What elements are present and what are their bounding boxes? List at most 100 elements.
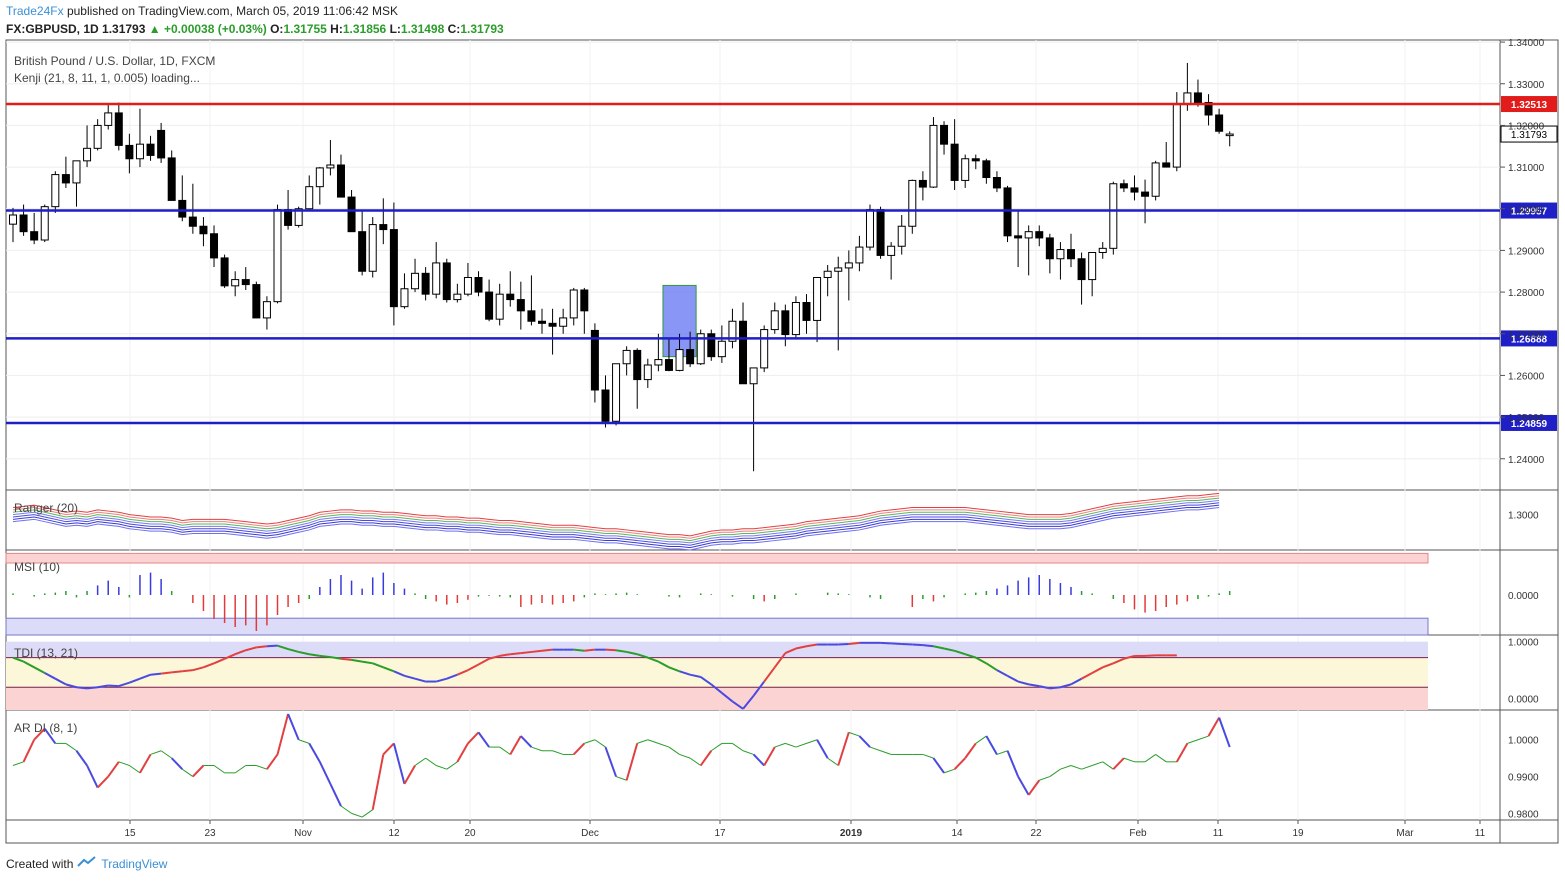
ardi-line-segment	[658, 742, 670, 748]
ardi-line-segment	[922, 753, 934, 759]
candle-body	[717, 340, 726, 358]
level-price-badge	[1501, 330, 1557, 347]
candle-body	[527, 310, 536, 322]
tdi-line-segment	[182, 669, 193, 673]
low-label: L:	[389, 22, 401, 36]
tdi-line-segment	[1102, 662, 1114, 669]
change-value: +0.00038 (+0.03%)	[164, 22, 267, 36]
candle-body	[707, 333, 716, 358]
tdi-line-segment	[1123, 654, 1135, 660]
ardi-line-segment	[150, 750, 162, 755]
candle-body	[210, 233, 219, 259]
ardi-tick-label: 0.9900	[1508, 773, 1539, 784]
candle-body	[1193, 92, 1202, 103]
tdi-line-segment	[848, 641, 860, 645]
ranger-band-line	[12, 497, 1220, 542]
candle-body	[104, 112, 113, 126]
candle-body	[347, 196, 356, 233]
candle-body	[294, 208, 303, 226]
tdi-line-segment	[922, 644, 934, 648]
candle-body	[188, 216, 197, 227]
ardi-line-segment	[594, 739, 606, 748]
price-tick-label: 1.30000	[1508, 205, 1545, 216]
candle-body	[1035, 231, 1044, 239]
ardi-line-segment	[985, 735, 998, 755]
candle-body	[61, 174, 70, 184]
ardi-line-segment	[1027, 779, 1041, 796]
ranger-band-line	[12, 504, 1220, 549]
tdi-lower-zone	[6, 687, 1428, 710]
time-tick-label: Feb	[1129, 828, 1147, 839]
ardi-line-segment	[1070, 765, 1082, 770]
candle-body	[897, 225, 906, 247]
tdi-line-segment	[319, 654, 331, 659]
ardi-line-segment	[996, 750, 1008, 755]
tdi-line-segment	[954, 649, 966, 656]
tdi-line-segment	[361, 660, 373, 665]
candle-body	[315, 167, 324, 188]
ardi-line-segment	[86, 765, 99, 789]
candle-body	[728, 320, 737, 342]
ardi-line-segment	[446, 761, 458, 770]
tdi-line-segment	[1091, 666, 1104, 674]
ardi-line-segment	[1123, 757, 1135, 763]
tdi-line-segment	[668, 666, 680, 673]
candle-body	[421, 272, 430, 295]
candle-body	[9, 214, 17, 225]
ardi-line-segment	[425, 757, 437, 766]
last-price-badge	[1500, 125, 1558, 143]
ardi-title: AR DI (8, 1)	[14, 721, 77, 735]
ardi-line-segment	[371, 754, 385, 810]
time-tick-label: 17	[714, 828, 726, 839]
ardi-line-segment	[351, 812, 363, 818]
ardi-line-segment	[129, 765, 141, 774]
level-price-badge	[1501, 202, 1557, 219]
ardi-line-segment	[837, 732, 850, 766]
candle-body	[516, 299, 525, 312]
candle-body	[432, 262, 441, 295]
ardi-line-segment	[256, 765, 268, 770]
price-tick-label: 1.24000	[1508, 455, 1545, 466]
ardi-line-segment	[689, 757, 701, 766]
candle-body	[463, 277, 472, 295]
tdi-line-segment	[393, 670, 405, 677]
candle-body	[495, 293, 504, 320]
candle-body	[961, 158, 970, 181]
candle-body	[157, 129, 166, 159]
ardi-line-segment	[276, 713, 290, 755]
level-price-label: 1.26888	[1511, 334, 1548, 345]
tdi-line-segment	[975, 656, 987, 665]
ardi-line-segment	[615, 776, 627, 781]
candle-body	[622, 349, 631, 365]
candle-body	[40, 206, 49, 241]
ardi-line-segment	[329, 783, 342, 807]
level-price-badge	[1501, 414, 1557, 431]
ardi-line-segment	[1060, 765, 1072, 770]
candle-body	[823, 270, 832, 278]
ardi-line-segment	[1197, 735, 1209, 741]
time-tick-label: 22	[1030, 828, 1042, 839]
high-value: 1.31856	[342, 22, 387, 36]
ardi-line-segment	[287, 713, 300, 741]
author-link[interactable]: Trade24Fx	[6, 4, 64, 18]
tdi-line-segment	[795, 645, 807, 650]
tdi-line-segment	[689, 673, 701, 678]
candle-body	[802, 302, 811, 321]
tdi-line-segment	[933, 645, 945, 650]
tdi-line-segment	[65, 683, 77, 689]
ardi-line-segment	[1102, 761, 1114, 770]
candle-body	[844, 262, 853, 269]
ardi-line-segment	[361, 809, 374, 818]
tdi-line-segment	[256, 645, 268, 649]
tdi-line-segment	[467, 663, 479, 672]
ardi-line-segment	[467, 731, 480, 745]
candle-body	[241, 279, 250, 286]
candle-body	[146, 143, 155, 156]
tradingview-brand[interactable]: TradingView	[101, 856, 168, 871]
tdi-line-segment	[340, 657, 352, 661]
candle-body	[855, 246, 864, 264]
ardi-line-segment	[43, 728, 57, 744]
tdi-line-segment	[763, 666, 776, 683]
candle-body	[273, 209, 282, 303]
